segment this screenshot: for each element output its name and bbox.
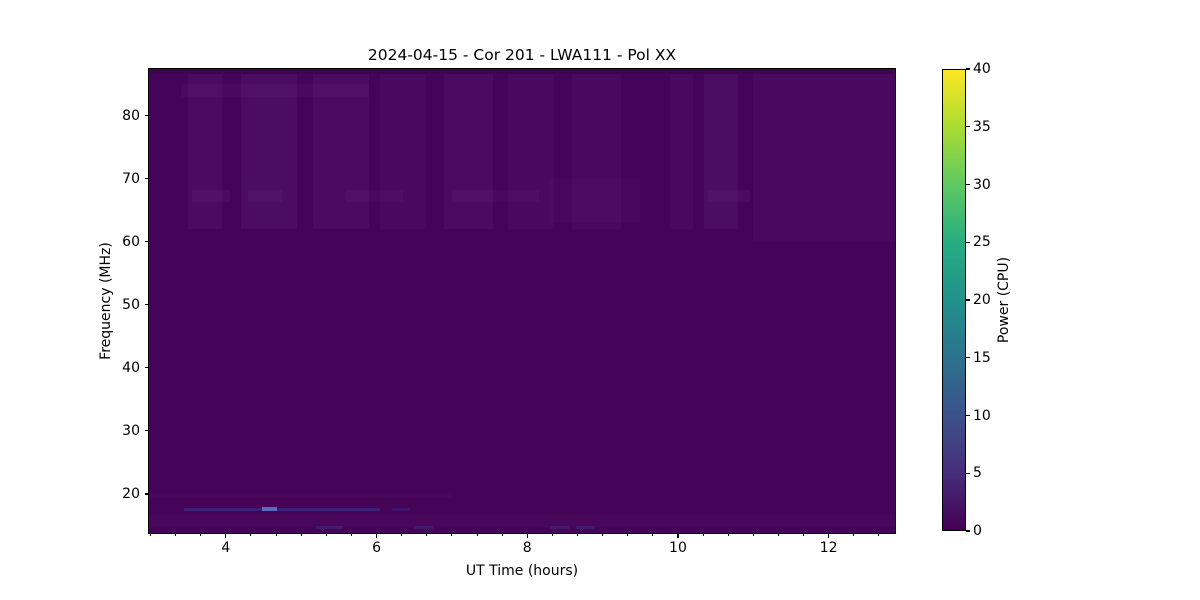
colorbar-tick-label: 25 [973, 234, 991, 251]
heatmap-feature [708, 190, 750, 202]
heatmap-feature [704, 74, 739, 230]
heatmap-feature [149, 493, 452, 499]
heatmap-feature [380, 74, 426, 230]
x-major-tick [677, 534, 679, 538]
heatmap-feature [549, 178, 641, 223]
y-tick-label: 50 [122, 296, 140, 313]
x-major-tick [225, 534, 227, 538]
colorbar-tick [966, 126, 970, 128]
x-minor-tick [551, 534, 553, 536]
heatmap-feature [149, 515, 895, 527]
heatmap-feature [346, 190, 403, 202]
x-minor-tick [752, 534, 754, 536]
x-minor-tick [652, 534, 654, 536]
x-tick-label: 4 [221, 540, 231, 556]
heatmap-feature [188, 74, 223, 230]
heatmap-feature [191, 190, 230, 202]
y-tick-label: 20 [122, 485, 140, 502]
heatmap-feature [240, 74, 298, 230]
y-major-tick [144, 115, 148, 117]
x-minor-tick [250, 534, 252, 536]
x-minor-tick [150, 534, 151, 536]
x-minor-tick [853, 534, 855, 536]
heatmap-feature [549, 526, 569, 530]
y-major-tick [144, 178, 148, 180]
heatmap-feature [184, 508, 381, 511]
heatmap-feature [248, 190, 283, 202]
y-tick-label: 40 [122, 359, 140, 376]
x-tick-label: 12 [819, 540, 838, 556]
heatmap-feature [444, 74, 494, 230]
x-minor-tick [451, 534, 453, 536]
x-tick-label: 10 [669, 540, 687, 556]
heatmap-feature [312, 74, 370, 230]
colorbar-tick [966, 530, 970, 532]
x-minor-tick [878, 534, 880, 536]
colorbar-tick [966, 472, 970, 474]
heatmap-feature [414, 526, 434, 530]
heatmap-feature [149, 69, 895, 75]
colorbar [942, 69, 966, 531]
colorbar-tick-label: 30 [973, 176, 991, 193]
x-minor-tick [627, 534, 629, 536]
x-minor-tick [702, 534, 704, 536]
x-minor-tick [727, 534, 729, 536]
x-minor-tick [325, 534, 327, 536]
y-major-tick [144, 367, 148, 369]
y-tick-label: 60 [122, 233, 140, 250]
x-minor-tick [501, 534, 503, 536]
x-minor-tick [426, 534, 428, 536]
x-minor-tick [300, 534, 302, 536]
x-tick-label: 8 [522, 540, 532, 556]
colorbar-tick [966, 183, 970, 186]
x-major-tick [375, 534, 378, 538]
x-minor-tick [777, 534, 779, 536]
colorbar-tick-label: 15 [973, 349, 991, 366]
y-tick-label: 80 [122, 107, 140, 124]
x-major-tick [828, 534, 830, 538]
colorbar-tick [966, 357, 970, 359]
x-minor-tick [200, 534, 202, 536]
heatmap-feature [262, 507, 278, 512]
colorbar-tick-label: 10 [973, 407, 991, 424]
heatmap-feature [391, 508, 411, 511]
heatmap-feature [670, 74, 694, 230]
y-tick-label: 70 [122, 170, 140, 187]
colorbar-tick-label: 20 [973, 292, 991, 308]
x-minor-tick [401, 534, 403, 536]
y-major-tick [144, 430, 148, 432]
x-axis-label: UT Time (hours) [465, 563, 579, 579]
y-tick-label: 30 [122, 422, 140, 439]
colorbar-tick [966, 414, 970, 417]
x-minor-tick [803, 534, 805, 536]
heatmap-feature [753, 74, 895, 242]
heatmap-feature [508, 74, 554, 230]
chart-title: 2024-04-15 - Cor 201 - LWA111 - Pol XX [367, 46, 677, 64]
x-minor-tick [175, 534, 177, 536]
colorbar-tick [966, 241, 970, 243]
colorbar-tick-label: 5 [973, 465, 982, 482]
x-major-tick [526, 534, 528, 538]
x-tick-label: 6 [372, 540, 382, 556]
x-minor-tick [602, 534, 604, 536]
x-minor-tick [275, 534, 277, 536]
heatmap-plot [148, 68, 896, 534]
heatmap-feature [180, 84, 370, 97]
x-minor-tick [577, 534, 578, 536]
x-minor-tick [350, 534, 352, 536]
colorbar-tick-label: 0 [973, 523, 982, 539]
y-major-tick [144, 304, 148, 306]
heatmap-feature [572, 74, 622, 230]
y-major-tick [144, 241, 148, 243]
colorbar-tick [966, 299, 970, 301]
colorbar-tick-label: 35 [973, 118, 991, 135]
y-major-tick [144, 493, 148, 495]
heatmap-feature [316, 526, 343, 530]
heatmap-feature [451, 190, 539, 202]
heatmap-feature [576, 526, 596, 530]
x-minor-tick [476, 534, 478, 536]
colorbar-tick-label: 40 [973, 61, 991, 77]
colorbar-tick [966, 68, 970, 70]
